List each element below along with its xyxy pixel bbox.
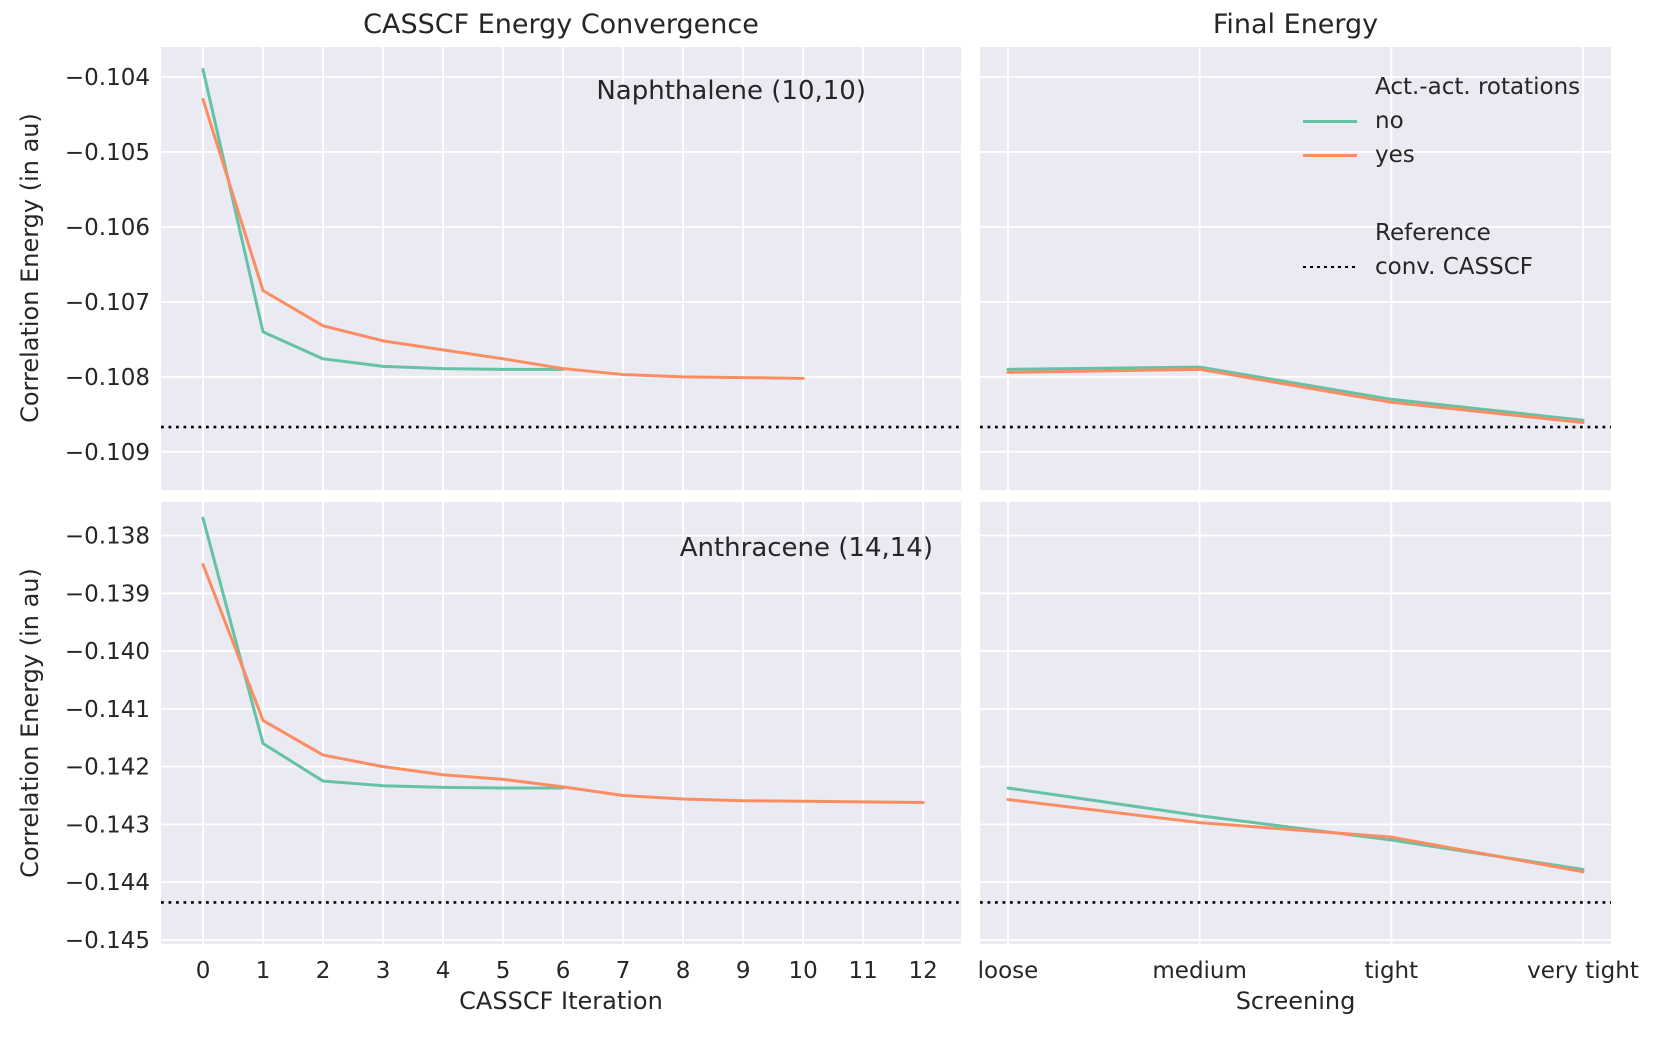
x-tick-label: medium — [1152, 958, 1247, 984]
y-tick-label: −0.138 — [65, 524, 150, 550]
x-axis-label-casscf-iteration: CASSCF Iteration — [459, 987, 663, 1015]
legend-title-reference: Reference — [1375, 220, 1491, 246]
panel-background — [161, 502, 961, 944]
legend-entry-no: no — [1303, 104, 1580, 138]
series-line-yes — [1006, 798, 1585, 874]
x-axis-label-screening: Screening — [1235, 987, 1356, 1015]
legend-line-yes-icon — [1303, 153, 1357, 157]
series-line-yes — [1006, 367, 1585, 425]
annotation-naphthalene: Naphthalene (10,10) — [596, 76, 866, 106]
y-tick-label: −0.139 — [65, 581, 150, 607]
series-line-no — [1006, 365, 1585, 422]
x-tick-label: loose — [978, 958, 1039, 984]
y-tick-label: −0.140 — [65, 639, 150, 665]
series-line-no — [201, 516, 565, 790]
legend-spacer — [1303, 172, 1580, 216]
legend-entry-yes: yes — [1303, 138, 1580, 172]
x-tick-label: very tight — [1527, 958, 1639, 984]
legend-entry-conv-casscf: conv. CASSCF — [1303, 250, 1580, 284]
legend-dotted-line-icon — [1303, 265, 1357, 269]
panel-background — [980, 502, 1611, 944]
y-tick-label: −0.141 — [65, 697, 150, 723]
x-tick-label: 10 — [789, 958, 818, 984]
y-tick-label: −0.104 — [65, 65, 150, 91]
legend-group-rotations: Act.-act. rotations — [1303, 70, 1580, 104]
series-line-no — [201, 67, 565, 371]
y-tick-label: −0.106 — [65, 215, 150, 241]
annotation-anthracene: Anthracene (14,14) — [679, 533, 933, 563]
x-tick-label: tight — [1365, 958, 1419, 984]
x-tick-label: 11 — [849, 958, 878, 984]
x-tick-label: 2 — [316, 958, 331, 984]
x-tick-label: 12 — [909, 958, 938, 984]
y-tick-label: −0.109 — [65, 440, 150, 466]
series-line-yes — [201, 562, 925, 804]
y-axis-label-top: Correlation Energy (in au) — [16, 113, 44, 423]
y-tick-label: −0.108 — [65, 365, 150, 391]
series-line-yes — [201, 97, 805, 380]
title-convergence: CASSCF Energy Convergence — [363, 9, 759, 40]
legend: Act.-act. rotations no yes Reference con… — [1303, 70, 1580, 284]
legend-label-conv-casscf: conv. CASSCF — [1375, 254, 1534, 280]
legend-label-no: no — [1375, 108, 1404, 134]
legend-title-rotations: Act.-act. rotations — [1375, 74, 1581, 100]
legend-label-yes: yes — [1375, 142, 1415, 168]
x-tick-label: 4 — [436, 958, 451, 984]
x-tick-label: 7 — [616, 958, 631, 984]
legend-group-reference: Reference — [1303, 216, 1580, 250]
x-tick-label: 9 — [736, 958, 751, 984]
x-tick-label: 8 — [676, 958, 691, 984]
x-tick-label: 1 — [256, 958, 271, 984]
legend-line-no-icon — [1303, 119, 1357, 123]
y-axis-label-bottom: Correlation Energy (in au) — [16, 568, 44, 878]
title-final-energy: Final Energy — [1212, 9, 1379, 40]
y-tick-label: −0.145 — [65, 928, 150, 954]
y-tick-label: −0.144 — [65, 870, 150, 896]
x-tick-label: 3 — [376, 958, 391, 984]
x-tick-label: 6 — [556, 958, 571, 984]
x-tick-label: 0 — [196, 958, 211, 984]
y-tick-label: −0.142 — [65, 755, 150, 781]
panel-background — [980, 47, 1611, 490]
y-tick-label: −0.107 — [65, 290, 150, 316]
y-tick-label: −0.105 — [65, 140, 150, 166]
y-tick-label: −0.143 — [65, 812, 150, 838]
x-tick-label: 5 — [496, 958, 511, 984]
panel-background — [161, 47, 961, 490]
